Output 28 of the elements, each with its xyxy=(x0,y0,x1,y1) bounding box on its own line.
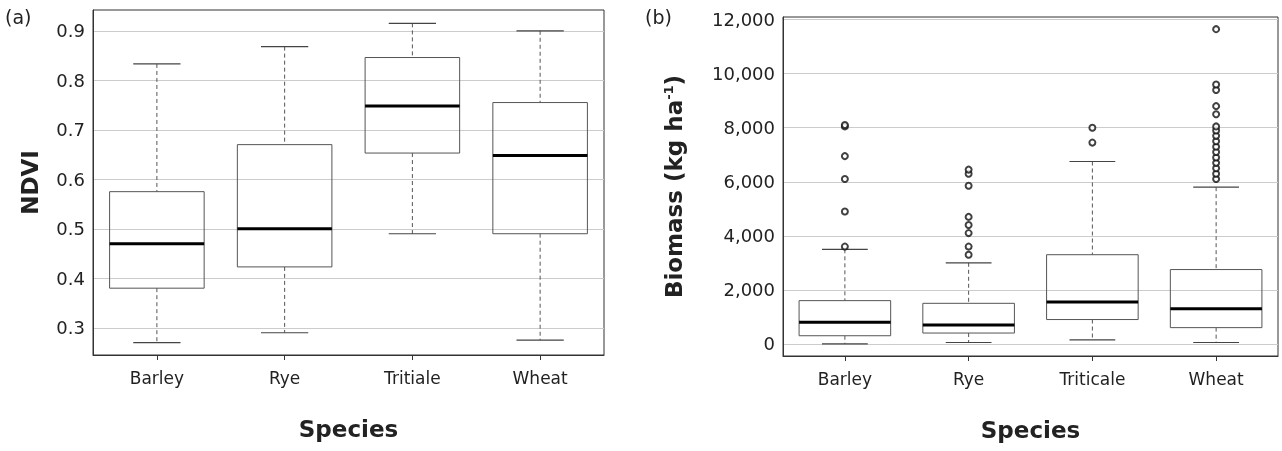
y-tick-label: 0.6 xyxy=(56,168,85,190)
y-tick-label: 6,000 xyxy=(723,171,775,193)
y-tick-label: 12,000 xyxy=(712,9,775,31)
y-tick-label: 0.7 xyxy=(56,119,85,141)
x-tick-label: Rye xyxy=(268,367,301,388)
x-tick-label: Barley xyxy=(129,367,185,388)
x-tick-label: Wheat xyxy=(1188,368,1245,389)
y-tick-label: 2,000 xyxy=(723,279,775,301)
y-tick-label: 0.9 xyxy=(56,20,85,42)
y-axis-title: NDVI xyxy=(16,150,43,215)
y-tick-label: 8,000 xyxy=(723,117,775,139)
y-tick-label: 0.5 xyxy=(56,218,85,240)
x-tick-label: Wheat xyxy=(512,367,569,388)
y-tick-label: 0 xyxy=(763,333,775,355)
chart-title: (a) xyxy=(5,5,32,28)
y-tick-label: 10,000 xyxy=(712,63,775,85)
y-tick-label: 0.8 xyxy=(56,69,85,91)
x-tick-label: Rye xyxy=(952,368,985,389)
x-tick-label: Tritiale xyxy=(383,367,441,388)
y-tick-label: 0.3 xyxy=(56,317,85,339)
y-tick-label: 0.4 xyxy=(56,267,85,289)
x-axis-title: Species xyxy=(980,416,1081,443)
chart-title: (b) xyxy=(645,5,672,28)
y-axis-title: Biomass (kg ha-1) xyxy=(660,74,687,299)
y-tick-label: 4,000 xyxy=(723,225,775,247)
x-axis-title: Species xyxy=(298,415,399,442)
x-tick-label: Triticale xyxy=(1058,368,1126,389)
x-tick-label: Barley xyxy=(817,368,873,389)
